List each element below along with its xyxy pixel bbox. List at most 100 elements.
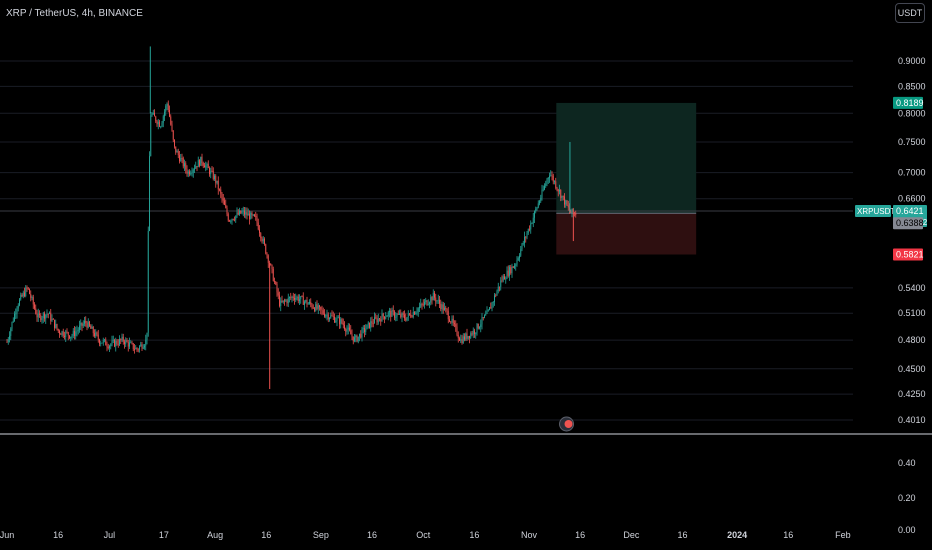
candle-body xyxy=(550,175,552,177)
candle-body xyxy=(280,300,282,306)
candle-body xyxy=(566,200,568,206)
candle-body xyxy=(487,310,489,311)
candle-body xyxy=(65,331,67,338)
candle-body xyxy=(109,345,110,349)
candle-body xyxy=(30,293,32,298)
candle-body xyxy=(239,210,240,215)
candle-body xyxy=(45,314,47,319)
candle-body xyxy=(400,313,402,318)
candle-body xyxy=(352,336,354,342)
candle-body xyxy=(399,313,400,315)
candle-body xyxy=(224,200,225,205)
candle-body xyxy=(319,305,320,307)
candle-body xyxy=(191,172,193,174)
candle-body xyxy=(165,106,167,112)
candle-body xyxy=(455,324,457,327)
candle-body xyxy=(565,200,567,205)
candle-body xyxy=(242,210,244,212)
candle-body xyxy=(374,317,375,324)
currency-button[interactable]: USDT xyxy=(895,3,925,23)
candle-body xyxy=(536,207,538,210)
candle-body xyxy=(36,313,38,318)
candle-body xyxy=(382,313,384,317)
candle-body xyxy=(210,170,212,175)
entry-price-tag: 0.6388 xyxy=(896,218,924,228)
candle-body xyxy=(175,146,177,153)
candle-body xyxy=(147,231,149,333)
candle-body xyxy=(299,299,300,302)
candle-body xyxy=(414,311,415,315)
candle-body xyxy=(426,300,428,305)
candle-body xyxy=(300,296,302,300)
candle-body xyxy=(155,116,157,122)
candle-body xyxy=(525,236,527,238)
candle-body xyxy=(99,339,100,344)
candle-body xyxy=(135,347,137,350)
candle-body xyxy=(240,210,242,214)
candle-body xyxy=(295,297,297,300)
x-tick-label: Aug xyxy=(207,530,223,540)
candle-body xyxy=(285,300,287,302)
candle-body xyxy=(287,297,289,304)
candle-body xyxy=(232,219,234,220)
candle-body xyxy=(479,327,480,329)
candle-body xyxy=(250,212,252,220)
candle-body xyxy=(59,331,60,334)
y-tick-label-lower: 0.00 xyxy=(898,525,916,535)
candle-body xyxy=(390,310,392,317)
candle-body xyxy=(289,297,290,298)
candle-body xyxy=(146,332,148,340)
candle-body xyxy=(341,319,343,324)
candle-body xyxy=(121,336,123,341)
y-tick-label: 0.8000 xyxy=(898,108,926,118)
candle-body xyxy=(282,300,284,302)
candle-body xyxy=(274,280,275,282)
candle-body xyxy=(160,126,162,128)
x-tick-label: Jun xyxy=(0,530,14,540)
symbol-tag-bg xyxy=(855,204,891,217)
candle-body xyxy=(74,330,75,336)
candle-body xyxy=(502,276,504,281)
candle-body xyxy=(237,212,239,215)
candle-body xyxy=(430,297,432,303)
candle-body xyxy=(150,115,152,157)
y-tick-label: 0.5100 xyxy=(898,308,926,318)
candle-body xyxy=(259,229,260,234)
candle-body xyxy=(171,124,173,131)
candle-body xyxy=(407,313,409,318)
candle-body xyxy=(292,296,294,299)
candle-body xyxy=(325,315,327,317)
candle-body xyxy=(522,243,524,244)
candle-body xyxy=(417,308,419,312)
candle-body xyxy=(79,325,80,330)
candle-body xyxy=(186,169,188,174)
candle-body xyxy=(335,321,337,323)
candle-body xyxy=(364,328,365,332)
candle-body xyxy=(9,335,10,340)
candle-body xyxy=(332,316,334,317)
y-tick-label: 0.8500 xyxy=(898,81,926,91)
candle-body xyxy=(530,223,532,230)
candle-body xyxy=(47,313,49,315)
y-tick-label: 0.6600 xyxy=(898,194,926,204)
candle-body xyxy=(124,341,125,345)
candle-body xyxy=(381,313,383,322)
candle-body xyxy=(266,253,268,256)
candle-body xyxy=(377,318,379,323)
candle-body xyxy=(94,333,95,337)
y-tick-label: 0.4500 xyxy=(898,364,926,374)
candle-body xyxy=(514,265,515,268)
candle-body xyxy=(72,330,74,336)
candle-body xyxy=(391,310,393,317)
candle-body xyxy=(111,340,113,345)
candle-body xyxy=(547,177,549,180)
candle-body xyxy=(17,305,19,309)
candle-body xyxy=(540,197,542,202)
candle-body xyxy=(104,339,105,341)
candle-body xyxy=(265,244,267,254)
candle-body xyxy=(164,111,165,117)
candle-body xyxy=(329,317,330,320)
candle-body xyxy=(42,313,44,319)
candle-body xyxy=(302,296,304,305)
